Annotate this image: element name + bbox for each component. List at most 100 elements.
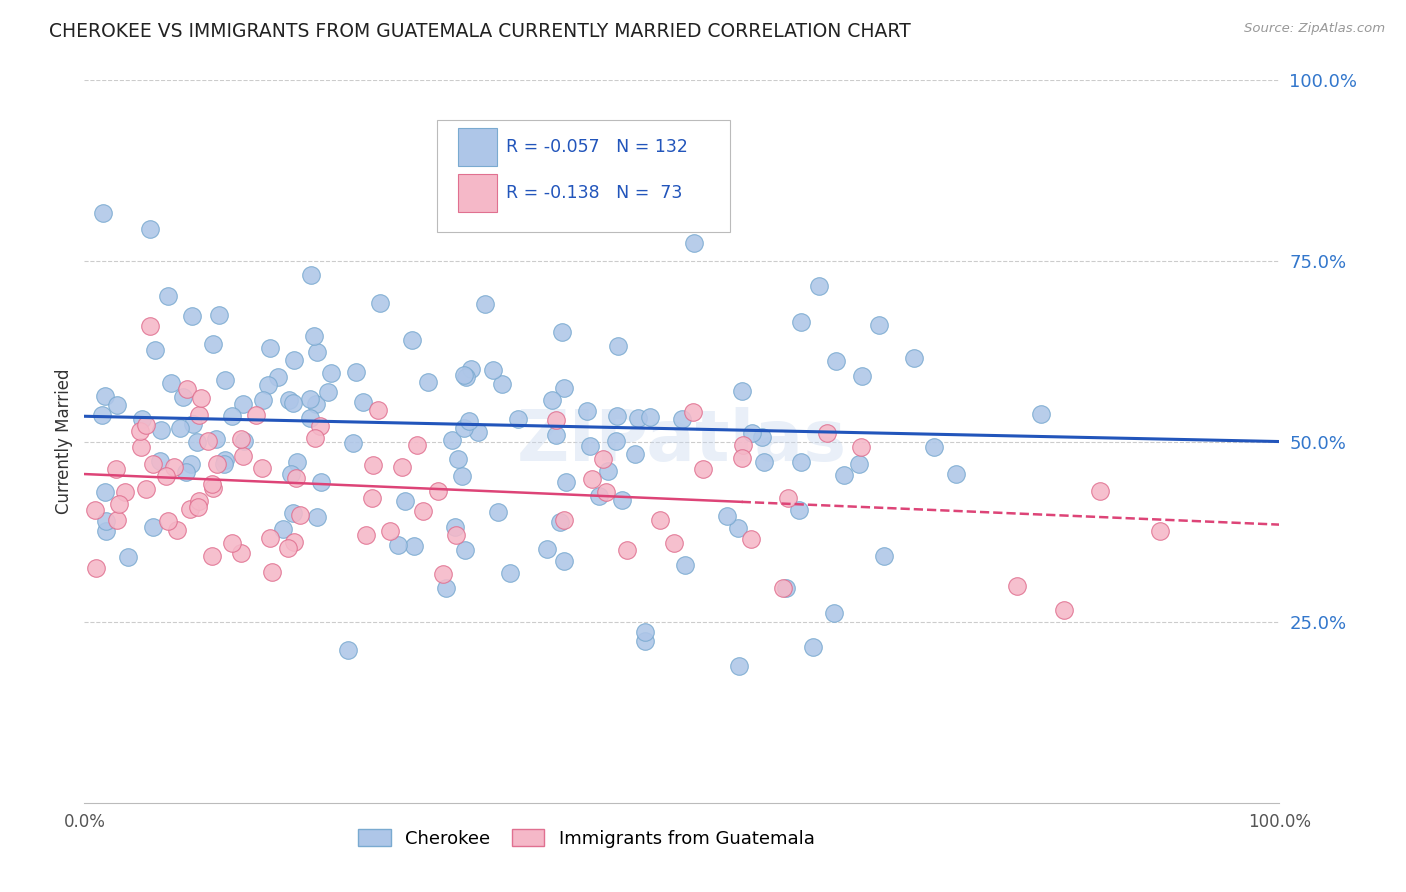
Point bbox=[131, 411, 153, 425]
Legend: Cherokee, Immigrants from Guatemala: Cherokee, Immigrants from Guatemala bbox=[352, 822, 821, 855]
Point bbox=[1053, 602, 1076, 616]
Point bbox=[105, 399, 128, 413]
Point bbox=[727, 520, 749, 534]
Point bbox=[426, 483, 449, 498]
Point bbox=[453, 421, 475, 435]
Point bbox=[176, 382, 198, 396]
Point bbox=[544, 428, 567, 442]
Point bbox=[169, 421, 191, 435]
Point bbox=[107, 497, 129, 511]
Point bbox=[208, 308, 231, 322]
Point bbox=[321, 366, 343, 380]
Point bbox=[727, 658, 749, 673]
Point bbox=[627, 410, 650, 425]
Point bbox=[823, 606, 845, 620]
Point bbox=[197, 434, 219, 449]
Point bbox=[412, 503, 434, 517]
Point bbox=[682, 405, 704, 419]
Point bbox=[231, 433, 253, 447]
Point bbox=[232, 449, 254, 463]
Point bbox=[564, 170, 586, 185]
Point bbox=[361, 458, 384, 472]
Point bbox=[868, 318, 890, 332]
Point bbox=[172, 390, 194, 404]
FancyBboxPatch shape bbox=[458, 128, 496, 166]
Point bbox=[232, 397, 254, 411]
Point bbox=[790, 315, 813, 329]
Point bbox=[434, 582, 457, 596]
Point bbox=[201, 476, 224, 491]
Point bbox=[135, 417, 157, 432]
Point bbox=[368, 296, 391, 310]
Point bbox=[454, 370, 477, 384]
Point bbox=[302, 328, 325, 343]
Point bbox=[201, 549, 224, 564]
Point bbox=[634, 633, 657, 648]
Point bbox=[775, 581, 797, 595]
Point bbox=[84, 560, 107, 574]
Point bbox=[149, 423, 172, 437]
Point bbox=[221, 409, 243, 424]
Point bbox=[387, 538, 409, 552]
Point bbox=[163, 459, 186, 474]
Point bbox=[283, 534, 305, 549]
Point bbox=[94, 484, 117, 499]
Point bbox=[221, 536, 243, 550]
Point bbox=[354, 527, 377, 541]
Point bbox=[205, 458, 228, 472]
Point bbox=[90, 408, 112, 422]
Point bbox=[454, 542, 477, 557]
Point bbox=[352, 395, 374, 409]
Text: Source: ZipAtlas.com: Source: ZipAtlas.com bbox=[1244, 22, 1385, 36]
Point bbox=[671, 412, 693, 426]
Point bbox=[499, 566, 522, 580]
Point bbox=[606, 339, 628, 353]
Point bbox=[873, 549, 896, 563]
Point bbox=[581, 472, 603, 486]
Point bbox=[284, 471, 307, 485]
Point bbox=[201, 481, 224, 495]
Point bbox=[416, 375, 439, 389]
Point bbox=[245, 408, 267, 422]
Point bbox=[142, 457, 165, 471]
Point bbox=[553, 381, 575, 395]
Point bbox=[536, 541, 558, 556]
Point bbox=[588, 489, 610, 503]
Point bbox=[731, 384, 754, 398]
Point bbox=[187, 500, 209, 514]
Point bbox=[214, 373, 236, 387]
Point bbox=[250, 460, 273, 475]
Point bbox=[117, 549, 139, 564]
Point bbox=[256, 377, 278, 392]
Point bbox=[808, 279, 831, 293]
Point bbox=[803, 640, 825, 655]
Point bbox=[834, 468, 856, 483]
Point bbox=[467, 425, 489, 439]
Point bbox=[394, 494, 416, 508]
FancyBboxPatch shape bbox=[458, 174, 496, 211]
Y-axis label: Currently Married: Currently Married bbox=[55, 368, 73, 515]
Point bbox=[267, 370, 290, 384]
Point bbox=[778, 491, 800, 506]
Point bbox=[634, 624, 657, 639]
Point bbox=[204, 433, 226, 447]
Point bbox=[288, 508, 311, 522]
Point bbox=[337, 643, 360, 657]
Point bbox=[114, 485, 136, 500]
Point bbox=[160, 376, 183, 390]
Point bbox=[214, 453, 236, 467]
Point bbox=[309, 475, 332, 489]
Point bbox=[903, 351, 925, 366]
Point bbox=[281, 396, 304, 410]
Point bbox=[212, 457, 235, 471]
Point bbox=[453, 368, 475, 383]
Point bbox=[305, 510, 328, 524]
Point bbox=[181, 309, 204, 323]
Point bbox=[233, 434, 256, 448]
Point bbox=[486, 505, 509, 519]
Point bbox=[579, 439, 602, 453]
Point bbox=[304, 431, 326, 445]
Point bbox=[129, 441, 152, 455]
Point bbox=[402, 539, 425, 553]
Point bbox=[187, 494, 209, 508]
